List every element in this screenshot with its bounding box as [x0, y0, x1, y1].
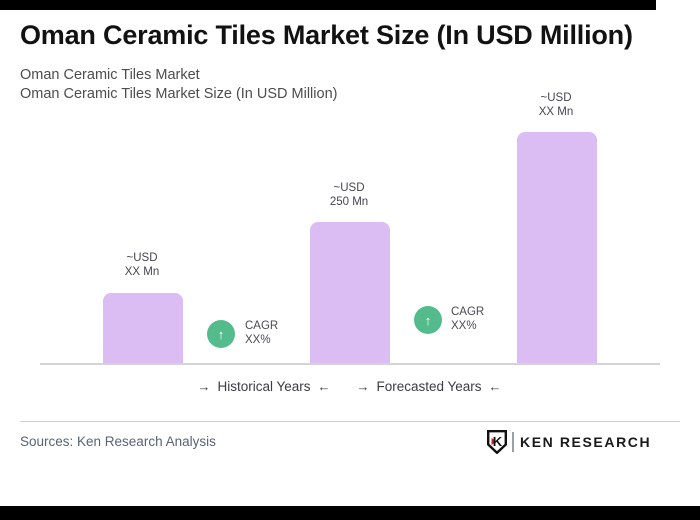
bar3-label-line2: XX Mn — [538, 106, 574, 118]
bar-current — [310, 222, 390, 364]
cagr-badge-text-2: CAGR XX% — [451, 305, 484, 333]
bar-forecast — [517, 132, 597, 364]
right-arrow-icon: → — [356, 379, 370, 394]
footer-divider — [20, 421, 680, 422]
page-title: Oman Ceramic Tiles Market Size (In USD M… — [20, 20, 633, 50]
bottom-black-bar — [0, 506, 700, 520]
right-arrow-icon: → — [197, 379, 211, 394]
ken-research-logo: K KEN RESEARCH — [487, 430, 651, 454]
axis-group-forecasted: → Forecasted Years ← — [356, 379, 501, 394]
cagr-badge-text-1: CAGR XX% — [245, 319, 278, 347]
bar1-label-line1: ~USD — [126, 252, 158, 264]
x-axis-line — [40, 363, 660, 365]
logo-divider — [512, 432, 514, 452]
logo-wordmark: KEN RESEARCH — [520, 434, 652, 450]
bar1-label-line2: XX Mn — [124, 266, 160, 278]
bar3-label-line1: ~USD — [540, 92, 572, 104]
cagr2-label: CAGR — [451, 306, 485, 318]
cagr-badge-icon-2: ↑ — [414, 306, 442, 334]
cagr1-value: XX% — [245, 334, 271, 346]
bar-value-label-forecast: ~USD XX Mn — [496, 91, 616, 119]
top-black-bar — [0, 0, 656, 10]
left-arrow-icon: ← — [317, 379, 331, 394]
chart-subtitle: Oman Ceramic Tiles Market Oman Ceramic T… — [20, 66, 337, 104]
bar2-label-line2: 250 Mn — [329, 196, 369, 208]
subtitle-line-2: Oman Ceramic Tiles Market Size (In USD M… — [20, 86, 338, 102]
bar-historical — [103, 293, 183, 364]
forecasted-years-label: Forecasted Years — [376, 379, 482, 394]
left-arrow-icon: ← — [488, 379, 502, 394]
cagr1-label: CAGR — [245, 320, 279, 332]
sources-note: Sources: Ken Research Analysis — [20, 434, 216, 449]
bar-value-label-current: ~USD 250 Mn — [289, 181, 409, 209]
historical-years-label: Historical Years — [217, 379, 311, 394]
cagr-badge-icon-1: ↑ — [207, 320, 235, 348]
ken-research-shield-icon: K — [487, 430, 507, 454]
up-arrow-icon: ↑ — [424, 312, 432, 328]
subtitle-line-1: Oman Ceramic Tiles Market — [20, 67, 200, 83]
axis-group-historical: → Historical Years ← — [197, 379, 330, 394]
bar2-label-line1: ~USD — [333, 182, 365, 194]
svg-text:K: K — [493, 434, 503, 449]
up-arrow-icon: ↑ — [217, 326, 225, 342]
bar-value-label-historical: ~USD XX Mn — [82, 251, 202, 279]
cagr2-value: XX% — [451, 320, 477, 332]
